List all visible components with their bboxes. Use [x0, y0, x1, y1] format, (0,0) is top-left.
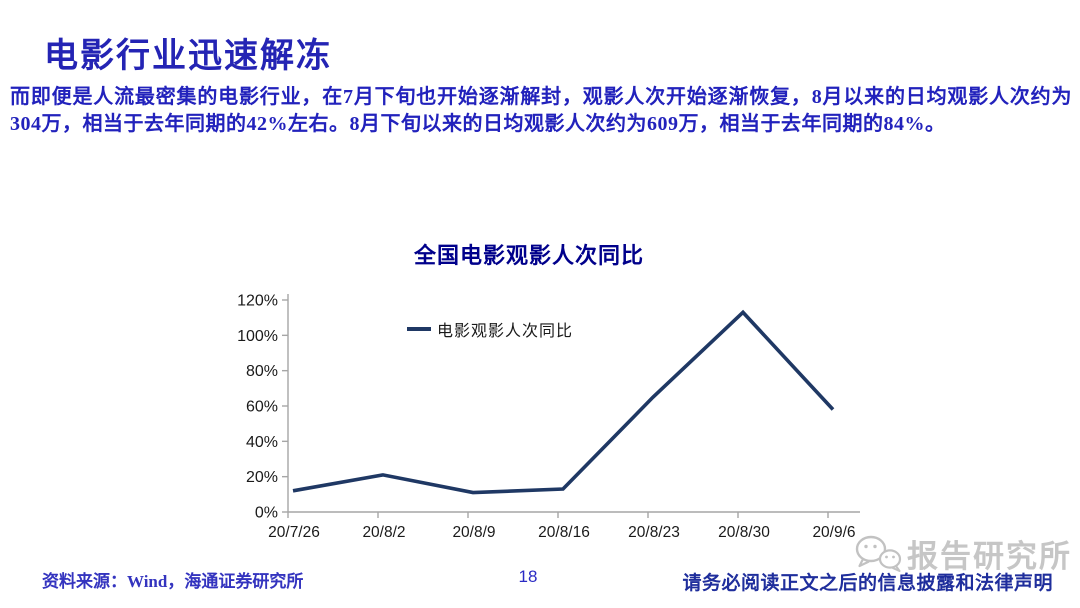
x-tick-label: 20/8/2 [362, 524, 405, 541]
x-tick-label: 20/9/6 [812, 524, 855, 541]
y-tick-label: 80% [246, 363, 278, 380]
chart-figure: 全国电影观影人次同比 0% 20% 40% 60% 80% 100% 120% 20/7/26… [215, 230, 895, 552]
chart-title: 全国电影观影人次同比 [413, 243, 644, 268]
chart-legend: 电影观影人次同比 [407, 317, 573, 341]
x-tick-label: 20/8/16 [538, 524, 590, 541]
y-tick-label: 20% [246, 469, 278, 486]
legend-line-swatch [407, 327, 431, 331]
y-tick-label: 120% [237, 293, 278, 310]
disclaimer-text: 请务必阅读正文之后的信息披露和法律声明 [682, 573, 1053, 594]
y-tick-label: 40% [246, 434, 278, 451]
watermark: 报告研究所 [854, 531, 1072, 576]
wechat-icon [855, 535, 902, 572]
x-tick-label: 20/8/23 [628, 524, 680, 541]
series-line [292, 309, 835, 495]
x-tick-label: 20/8/9 [452, 524, 495, 541]
page-number: 18 [518, 567, 538, 586]
line-chart-canvas: 0% 20% 40% 60% 80% 100% 120% 20/7/26 20/8/2 20/8/… [237, 293, 860, 541]
y-tick-label: 60% [246, 399, 278, 416]
y-tick-label: 0% [255, 505, 278, 522]
x-tick-label: 20/8/30 [718, 524, 770, 541]
y-tick-label: 100% [237, 328, 278, 345]
page-title: 电影行业迅速解冻 [44, 38, 332, 75]
x-tick-label: 20/7/26 [268, 524, 320, 541]
body-paragraph: 而即便是人流最密集的电影行业，在7月下旬也开始逐渐解封，观影人次开始逐渐恢复，8… [10, 86, 1072, 135]
watermark-text: 报告研究所 [907, 539, 1072, 574]
source-text: 资料来源：Wind，海通证券研究所 [42, 572, 304, 591]
legend-series-label: 电影观影人次同比 [437, 323, 574, 340]
